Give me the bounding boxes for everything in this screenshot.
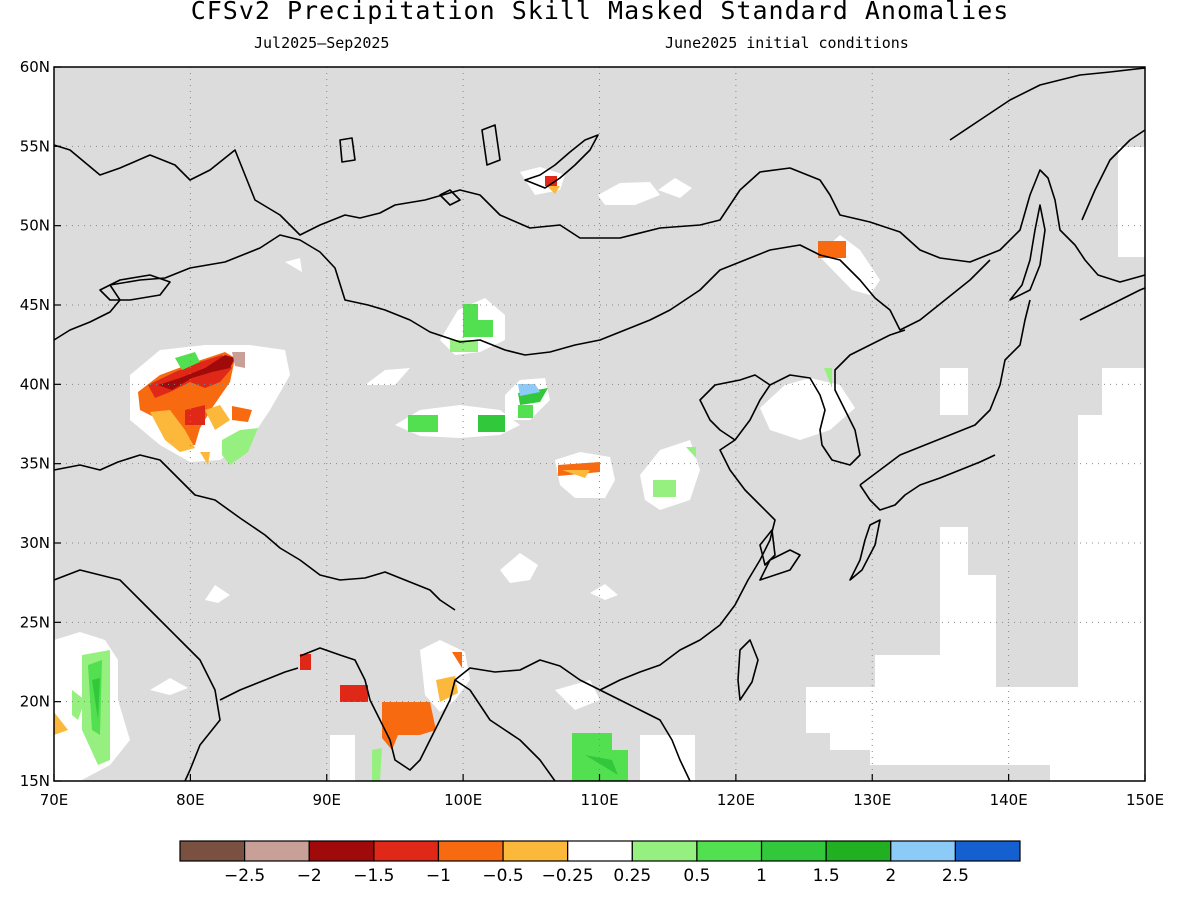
colorbar-label: −0.25 (542, 866, 594, 886)
colorbar (179, 840, 1021, 862)
lon-label: 90E (312, 791, 341, 809)
colorbar-swatch (760, 840, 827, 862)
colorbar-label: −2.5 (224, 866, 265, 886)
lat-label: 20N (20, 693, 50, 711)
lat-label: 35N (20, 455, 50, 473)
colorbar-swatch (502, 840, 569, 862)
initial-conditions: June2025 initial conditions (665, 34, 909, 52)
colorbar-swatch (244, 840, 310, 862)
colorbar-swatch (179, 840, 246, 862)
colorbar-label: 0.5 (683, 866, 710, 886)
colorbar-label: 2.5 (942, 866, 969, 886)
colorbar-swatch (890, 840, 956, 862)
lat-label: 15N (20, 772, 50, 790)
lon-label: 100E (444, 791, 482, 809)
lon-label: 120E (717, 791, 755, 809)
lon-label: 130E (853, 791, 891, 809)
lat-label: 40N (20, 375, 50, 393)
colorbar-label: −1.5 (353, 866, 394, 886)
colorbar-swatch (567, 840, 633, 862)
longitude-labels: 70E 80E 90E 100E 110E 120E 130E 140E 150E (40, 774, 1164, 809)
colorbar-labels: −2.5 −2 −1.5 −1 −0.5 −0.25 0.25 0.5 1 1.5 2 2.5 (224, 866, 969, 886)
colorbar-label: 0.25 (613, 866, 651, 886)
anomaly-patches (54, 176, 846, 781)
lon-label: 150E (1126, 791, 1164, 809)
colorbar-label: 2 (885, 866, 896, 886)
colorbar-swatch (696, 840, 763, 862)
lat-label: 25N (20, 613, 50, 631)
valid-period: Jul2025–Sep2025 (254, 34, 390, 52)
colorbar-swatch (825, 840, 892, 862)
lon-label: 110E (580, 791, 618, 809)
colorbar-label: 1.5 (813, 866, 840, 886)
colorbar-label: −1 (426, 866, 451, 886)
colorbar-swatch (631, 840, 698, 862)
lat-label: 45N (20, 296, 50, 314)
colorbar-swatch (308, 840, 375, 862)
colorbar-label: −0.5 (482, 866, 523, 886)
colorbar-swatch (437, 840, 504, 862)
lon-label: 80E (176, 791, 205, 809)
colorbar-swatch (954, 840, 1021, 862)
lat-label: 50N (20, 217, 50, 235)
lon-label: 140E (990, 791, 1028, 809)
coastlines (53, 67, 1146, 782)
colorbar-label: −2 (297, 866, 322, 886)
colorbar-label: 1 (756, 866, 767, 886)
map-title: CFSv2 Precipitation Skill Masked Standar… (190, 0, 1010, 25)
lon-label: 70E (40, 791, 69, 809)
latitude-labels: 15N 20N 25N 30N 35N 40N 45N 50N 55N 60N (20, 58, 61, 790)
lat-label: 60N (20, 58, 50, 76)
lat-label: 55N (20, 137, 50, 155)
colorbar-swatch (373, 840, 440, 862)
lat-label: 30N (20, 534, 50, 552)
graticule (54, 67, 1145, 781)
